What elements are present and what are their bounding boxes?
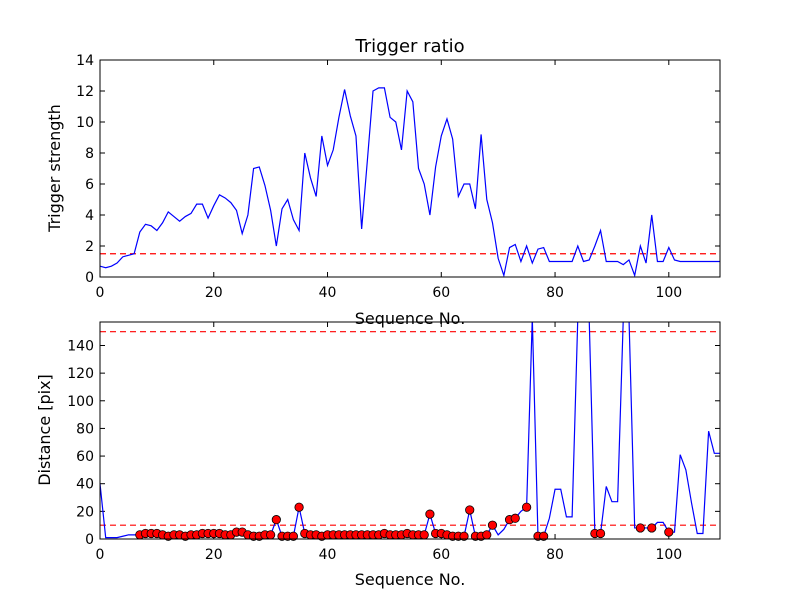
x-tick-label: 100	[655, 547, 682, 563]
data-point-marker	[271, 515, 281, 525]
data-point-marker	[294, 502, 304, 512]
y-tick-label: 0	[85, 270, 94, 286]
data-point-marker	[539, 531, 549, 541]
x-tick-label: 60	[432, 285, 450, 301]
data-point-marker	[288, 531, 298, 541]
y-tick-label: 10	[76, 115, 94, 131]
top-axes-frame	[99, 59, 721, 278]
y-tick-label: 8	[85, 146, 94, 162]
bottom-axis-ticks: 0 20 40 60 80 100 0 20 40 60 80 100 120 140	[67, 322, 720, 563]
trigger-ratio-chart: Trigger ratio 0 20 40 60 80 100 0 2 4 6 8 10 12 14 Se…	[45, 36, 721, 328]
y-tick-label: 6	[85, 177, 94, 193]
y-tick-label: 40	[76, 477, 94, 493]
x-tick-label: 100	[655, 285, 682, 301]
y-tick-label: 20	[76, 504, 94, 520]
data-point-marker	[425, 509, 435, 519]
data-point-marker	[510, 513, 520, 523]
series-line	[100, 87, 720, 277]
bottom-y-axis-label: Distance [pix]	[35, 374, 54, 486]
bottom-axes-frame	[99, 321, 721, 540]
top-axis-ticks: 0 20 40 60 80 100 0 2 4 6 8 10 12 14	[76, 53, 720, 301]
y-tick-label: 120	[67, 366, 94, 382]
data-point-marker	[459, 531, 469, 541]
y-tick-label: 0	[85, 532, 94, 548]
threshold-lines	[100, 331, 720, 526]
y-tick-label: 80	[76, 421, 94, 437]
x-tick-label: 80	[546, 285, 564, 301]
chart-title: Trigger ratio	[354, 36, 464, 57]
y-tick-label: 140	[67, 338, 94, 354]
x-tick-label: 40	[319, 547, 337, 563]
data-point-marker	[635, 523, 645, 533]
data-point-marker	[419, 530, 429, 540]
y-tick-label: 12	[76, 84, 94, 100]
data-point-marker	[595, 528, 606, 539]
distance-chart: 0 20 40 60 80 100 0 20 40 60 80 100 120 140 Sequence …	[35, 321, 721, 589]
bottom-x-axis-label: Sequence No.	[355, 570, 466, 589]
data-point-marker	[522, 502, 532, 512]
y-tick-label: 2	[85, 239, 94, 255]
data-point-marker	[647, 523, 657, 533]
trigger-strength-series	[100, 87, 720, 277]
x-tick-label: 0	[96, 547, 105, 563]
data-point-marker	[266, 530, 276, 540]
x-tick-label: 80	[546, 547, 564, 563]
data-point-marker	[482, 530, 492, 540]
x-tick-label: 60	[432, 547, 450, 563]
data-point-marker	[465, 505, 475, 515]
distance-markers	[135, 502, 674, 541]
top-x-axis-label: Sequence No.	[355, 309, 466, 328]
data-point-marker	[487, 520, 498, 530]
x-tick-label: 0	[96, 285, 105, 301]
data-point-marker	[664, 527, 674, 537]
x-tick-label: 40	[319, 285, 337, 301]
x-tick-label: 20	[205, 547, 223, 563]
y-tick-label: 100	[67, 394, 94, 410]
x-tick-label: 20	[205, 285, 223, 301]
y-tick-label: 4	[85, 208, 94, 224]
y-tick-label: 60	[76, 449, 94, 465]
y-tick-label: 14	[76, 53, 94, 69]
top-y-axis-label: Trigger strength	[45, 104, 64, 233]
